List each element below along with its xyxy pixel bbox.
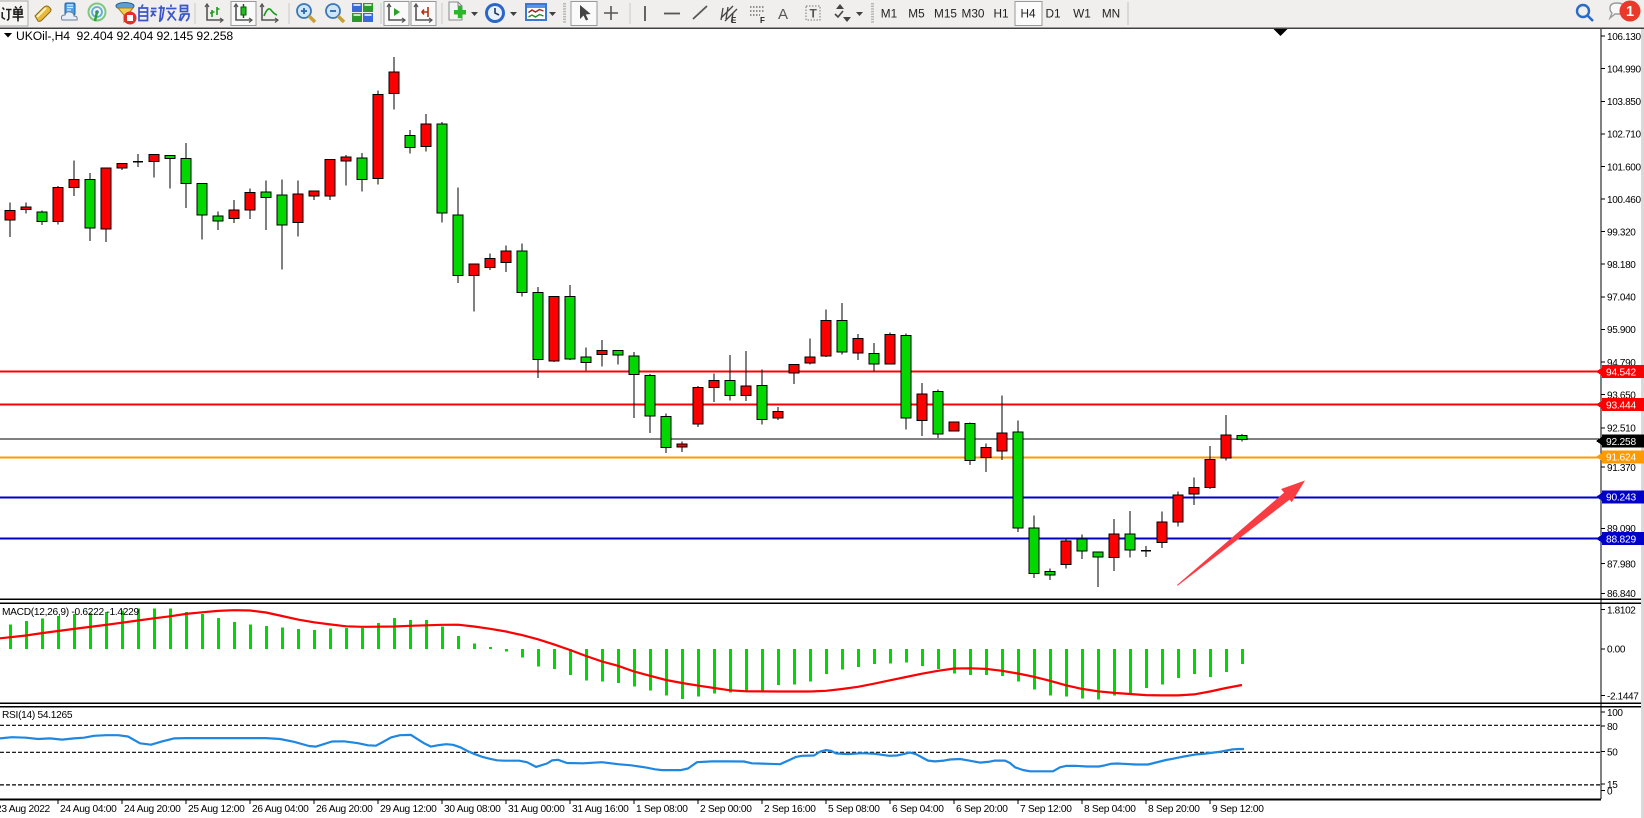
- svg-text:25 Aug 12:00: 25 Aug 12:00: [188, 804, 245, 815]
- svg-text:M30: M30: [962, 7, 985, 21]
- svg-text:H4: H4: [1020, 7, 1036, 21]
- svg-text:M15: M15: [934, 7, 957, 21]
- svg-text:99.320: 99.320: [1607, 227, 1636, 238]
- svg-text:80: 80: [1607, 722, 1618, 733]
- svg-text:88.829: 88.829: [1606, 535, 1636, 546]
- svg-text:31 Aug 16:00: 31 Aug 16:00: [572, 804, 629, 815]
- svg-text:MACD(12,26,9) -0.6222 -1.4229: MACD(12,26,9) -0.6222 -1.4229: [2, 607, 139, 618]
- svg-text:50: 50: [1607, 747, 1618, 758]
- svg-text:90.243: 90.243: [1606, 493, 1636, 504]
- svg-text:RSI(14) 54.1265: RSI(14) 54.1265: [2, 710, 73, 721]
- svg-text:0: 0: [1607, 786, 1613, 797]
- svg-text:F: F: [760, 16, 765, 25]
- svg-text:92.510: 92.510: [1607, 424, 1636, 435]
- svg-text:9 Sep 12:00: 9 Sep 12:00: [1212, 804, 1264, 815]
- svg-text:M1: M1: [881, 7, 897, 21]
- svg-text:106.130: 106.130: [1607, 32, 1641, 43]
- svg-text:D1: D1: [1045, 7, 1060, 21]
- svg-text:87.980: 87.980: [1607, 559, 1636, 570]
- svg-text:26 Aug 20:00: 26 Aug 20:00: [316, 804, 373, 815]
- svg-text:29 Aug 12:00: 29 Aug 12:00: [380, 804, 437, 815]
- svg-text:93.444: 93.444: [1606, 400, 1636, 411]
- svg-text:101.600: 101.600: [1607, 162, 1641, 173]
- svg-text:MN: MN: [1102, 7, 1120, 21]
- svg-text:97.040: 97.040: [1607, 293, 1636, 304]
- svg-text:91.370: 91.370: [1607, 463, 1636, 474]
- svg-text:7 Sep 12:00: 7 Sep 12:00: [1020, 804, 1072, 815]
- svg-text:1: 1: [1626, 4, 1634, 20]
- svg-text:A: A: [778, 6, 788, 23]
- svg-text:6 Sep 20:00: 6 Sep 20:00: [956, 804, 1008, 815]
- svg-text:91.624: 91.624: [1606, 453, 1636, 464]
- svg-text:100.460: 100.460: [1607, 195, 1641, 206]
- svg-text:95.900: 95.900: [1607, 325, 1636, 336]
- svg-text:92.258: 92.258: [1606, 437, 1636, 448]
- svg-text:1.8102: 1.8102: [1607, 605, 1636, 616]
- svg-text:8 Sep 04:00: 8 Sep 04:00: [1084, 804, 1136, 815]
- svg-text:93.650: 93.650: [1607, 390, 1636, 401]
- svg-text:8 Sep 20:00: 8 Sep 20:00: [1148, 804, 1200, 815]
- svg-text:T: T: [810, 7, 818, 21]
- svg-text:86.840: 86.840: [1607, 589, 1636, 600]
- svg-text:89.090: 89.090: [1607, 524, 1636, 535]
- svg-text:5 Sep 08:00: 5 Sep 08:00: [828, 804, 880, 815]
- svg-text:94.790: 94.790: [1607, 358, 1636, 369]
- svg-text:M5: M5: [908, 7, 925, 21]
- svg-text:-2.1447: -2.1447: [1607, 691, 1639, 702]
- svg-text:24 Aug 04:00: 24 Aug 04:00: [60, 804, 117, 815]
- svg-text:104.990: 104.990: [1607, 65, 1641, 76]
- svg-text:2 Sep 16:00: 2 Sep 16:00: [764, 804, 816, 815]
- svg-text:E: E: [731, 16, 737, 25]
- svg-text:15: 15: [1607, 780, 1618, 791]
- svg-text:UKOil-,H4 92.404 92.404 92.14: UKOil-,H4 92.404 92.404 92.145 92.258: [16, 29, 233, 43]
- svg-text:31 Aug 00:00: 31 Aug 00:00: [508, 804, 565, 815]
- svg-text:H1: H1: [993, 7, 1008, 21]
- svg-text:W1: W1: [1073, 7, 1091, 21]
- svg-text:94.542: 94.542: [1606, 367, 1636, 378]
- svg-text:24 Aug 20:00: 24 Aug 20:00: [124, 804, 181, 815]
- svg-text:100: 100: [1607, 708, 1623, 719]
- svg-text:1 Sep 08:00: 1 Sep 08:00: [636, 804, 688, 815]
- svg-text:98.180: 98.180: [1607, 260, 1636, 271]
- svg-text:0.00: 0.00: [1607, 645, 1626, 656]
- svg-text:102.710: 102.710: [1607, 130, 1641, 141]
- svg-text:6 Sep 04:00: 6 Sep 04:00: [892, 804, 944, 815]
- svg-text:30 Aug 08:00: 30 Aug 08:00: [444, 804, 501, 815]
- svg-text:26 Aug 04:00: 26 Aug 04:00: [252, 804, 309, 815]
- svg-text:23 Aug 2022: 23 Aug 2022: [0, 804, 51, 815]
- svg-text:2 Sep 00:00: 2 Sep 00:00: [700, 804, 752, 815]
- svg-text:103.850: 103.850: [1607, 97, 1641, 108]
